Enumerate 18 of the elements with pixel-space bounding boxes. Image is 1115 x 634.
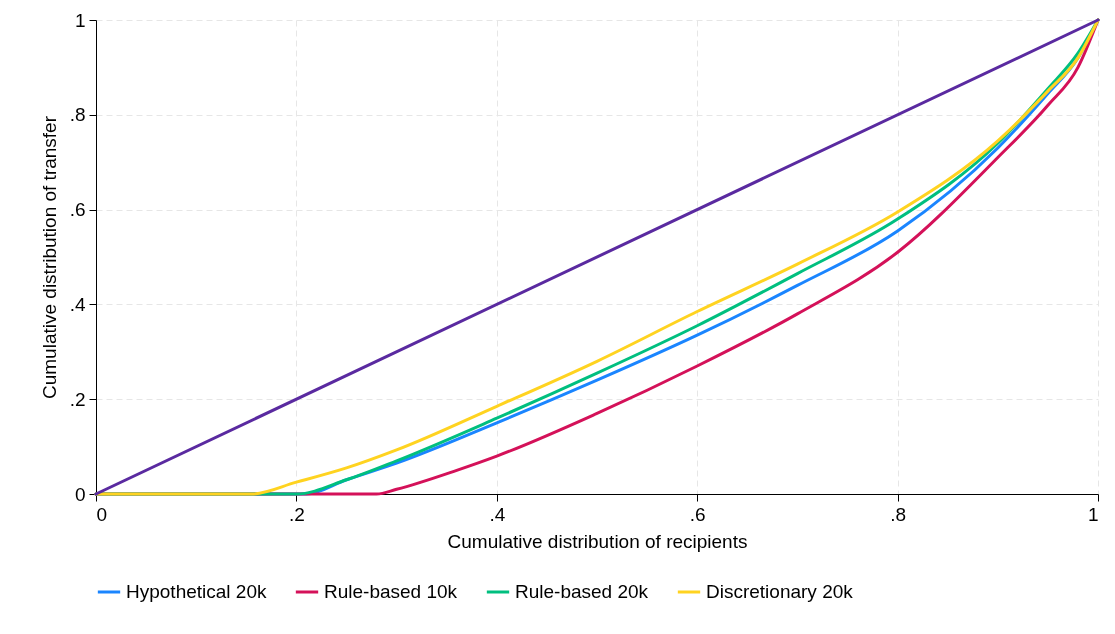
y-tick-label: .2: [69, 388, 86, 410]
x-axis-title: Cumulative distribution of recipients: [447, 530, 748, 552]
y-axis-title: Cumulative distribution of transfer: [38, 115, 60, 400]
y-tick-label: 1: [74, 9, 86, 31]
x-tick-label: .8: [890, 503, 907, 525]
x-tick-label: 0: [96, 503, 108, 525]
x-tick-label: .6: [689, 503, 706, 525]
x-tick-label: 1: [1087, 503, 1099, 525]
y-tick-label: .8: [69, 104, 86, 126]
x-tick-label: .4: [489, 503, 506, 525]
legend-label: Rule-based 10k: [324, 581, 458, 602]
y-tick-label: .4: [69, 293, 86, 315]
legend-label: Discretionary 20k: [706, 581, 854, 602]
legend-label: Hypothetical 20k: [126, 581, 267, 602]
legend-label: Rule-based 20k: [515, 581, 649, 602]
y-tick-label: .6: [69, 199, 86, 221]
y-tick-label: 0: [74, 483, 86, 505]
x-tick-label: .2: [288, 503, 305, 525]
